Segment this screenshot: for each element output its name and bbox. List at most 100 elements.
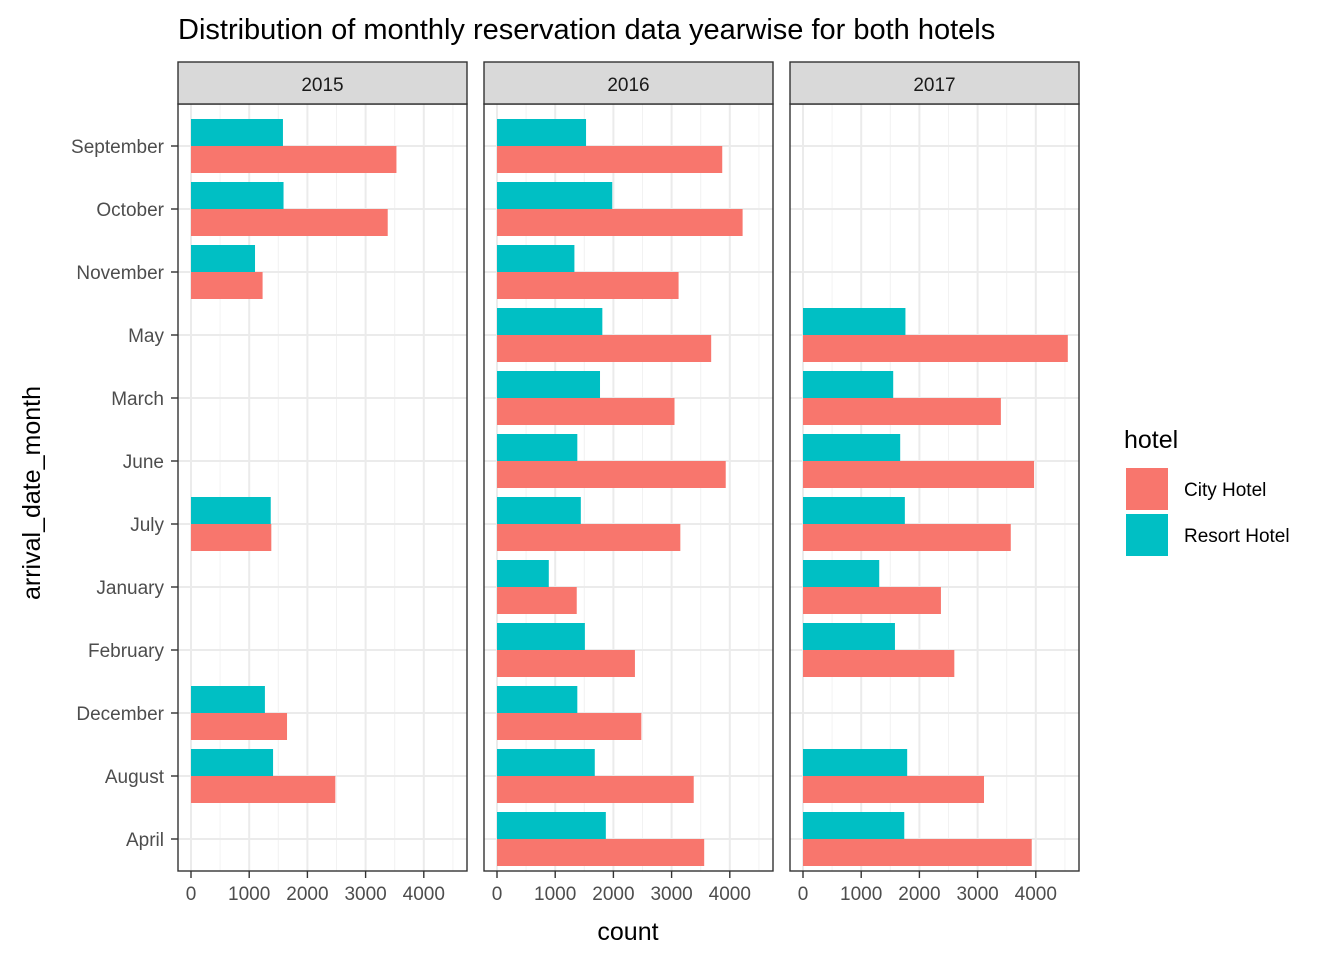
y-tick-label-june: June — [123, 452, 164, 473]
facet-strip — [789, 61, 1080, 105]
legend-label: City Hotel — [1184, 480, 1266, 501]
bar-city-hotel-november — [497, 272, 679, 299]
bar-resort-hotel-october — [191, 182, 284, 209]
bar-resort-hotel-september — [191, 119, 283, 146]
x-tick-label: 2000 — [286, 884, 328, 905]
bar-city-hotel-january — [803, 587, 941, 614]
bar-city-hotel-august — [803, 776, 985, 803]
bar-city-hotel-may — [497, 335, 712, 362]
facet-panels: 2015 0 1000 2000 3000 4000 2016 0 1000 2000 3000 40… — [177, 61, 1080, 905]
bar-city-hotel-june — [803, 461, 1035, 488]
bar-resort-hotel-march — [803, 371, 894, 398]
facet-strip — [483, 61, 774, 105]
bar-resort-hotel-september — [497, 119, 587, 146]
x-tick-label: 1000 — [840, 884, 882, 905]
bar-resort-hotel-january — [803, 560, 880, 587]
bar-city-hotel-march — [803, 398, 1001, 425]
x-axis-2017: 0 1000 2000 3000 4000 — [798, 871, 1057, 905]
bars — [803, 308, 1068, 866]
bars — [497, 119, 743, 866]
bar-resort-hotel-may — [497, 308, 603, 335]
bar-city-hotel-february — [497, 650, 635, 677]
x-tick-label: 4000 — [1015, 884, 1057, 905]
legend-key — [1126, 468, 1168, 510]
bar-resort-hotel-august — [191, 749, 274, 776]
x-tick-label: 3000 — [956, 884, 998, 905]
legend-key — [1126, 514, 1168, 556]
x-axis-title: count — [597, 918, 658, 946]
x-tick-label: 4000 — [403, 884, 445, 905]
bar-resort-hotel-october — [497, 182, 613, 209]
legend-label: Resort Hotel — [1184, 526, 1290, 547]
bar-city-hotel-november — [191, 272, 263, 299]
bar-resort-hotel-june — [497, 434, 578, 461]
bar-resort-hotel-july — [803, 497, 905, 524]
facet-strip-label: 2015 — [301, 75, 343, 96]
bar-resort-hotel-december — [497, 686, 578, 713]
legend-item-resort-hotel: Resort Hotel — [1126, 514, 1290, 556]
x-tick-label: 1000 — [534, 884, 576, 905]
bar-resort-hotel-april — [497, 812, 606, 839]
bar-city-hotel-september — [191, 146, 397, 173]
y-tick-label-january: January — [96, 578, 164, 599]
bar-resort-hotel-august — [497, 749, 595, 776]
bar-resort-hotel-december — [191, 686, 265, 713]
bar-resort-hotel-august — [803, 749, 908, 776]
y-tick-label-april: April — [126, 830, 164, 851]
x-axis-2016: 0 1000 2000 3000 4000 — [492, 871, 751, 905]
x-axis-2015: 0 1000 2000 3000 4000 — [186, 871, 445, 905]
x-tick-label: 0 — [186, 884, 197, 905]
bar-resort-hotel-february — [497, 623, 585, 650]
x-tick-label: 4000 — [709, 884, 751, 905]
bar-city-hotel-october — [191, 209, 388, 236]
x-tick-label: 1000 — [228, 884, 270, 905]
facet-panel-2015: 2015 0 1000 2000 3000 4000 — [177, 61, 468, 905]
bar-resort-hotel-february — [803, 623, 895, 650]
legend-title: hotel — [1124, 426, 1178, 454]
x-tick-label: 0 — [798, 884, 809, 905]
x-tick-label: 3000 — [650, 884, 692, 905]
bar-city-hotel-december — [191, 713, 288, 740]
bar-resort-hotel-may — [803, 308, 906, 335]
y-tick-label-december: December — [76, 704, 164, 725]
y-axis-title: arrival_date_month — [18, 386, 46, 600]
bar-city-hotel-march — [497, 398, 675, 425]
bar-resort-hotel-june — [803, 434, 901, 461]
bar-city-hotel-september — [497, 146, 723, 173]
bar-city-hotel-july — [803, 524, 1011, 551]
y-tick-label-october: October — [96, 200, 164, 221]
y-tick-label-july: July — [130, 515, 164, 536]
bar-city-hotel-august — [497, 776, 694, 803]
facet-strip-label: 2016 — [607, 75, 649, 96]
bar-city-hotel-august — [191, 776, 336, 803]
bar-city-hotel-april — [803, 839, 1032, 866]
y-tick-label-march: March — [111, 389, 164, 410]
facet-panel-2016: 2016 0 1000 2000 3000 4000 — [483, 61, 774, 905]
bar-resort-hotel-july — [497, 497, 581, 524]
bar-city-hotel-july — [191, 524, 272, 551]
x-tick-label: 3000 — [344, 884, 386, 905]
bar-resort-hotel-march — [497, 371, 601, 398]
bar-city-hotel-april — [497, 839, 705, 866]
y-tick-label-september: September — [71, 137, 165, 158]
x-tick-label: 2000 — [898, 884, 940, 905]
x-tick-label: 2000 — [592, 884, 634, 905]
bar-resort-hotel-april — [803, 812, 905, 839]
bars — [191, 119, 397, 803]
bar-resort-hotel-november — [497, 245, 575, 272]
bar-resort-hotel-january — [497, 560, 549, 587]
bar-city-hotel-july — [497, 524, 681, 551]
chart-title: Distribution of monthly reservation data… — [178, 14, 995, 46]
bar-city-hotel-february — [803, 650, 955, 677]
legend: hotel City Hotel Resort Hotel — [1124, 426, 1290, 556]
legend-item-city-hotel: City Hotel — [1126, 468, 1266, 510]
facet-panel-2017: 2017 0 1000 2000 3000 4000 — [789, 61, 1080, 905]
y-axis: September October November May March June July… — [71, 137, 178, 851]
x-tick-label: 0 — [492, 884, 503, 905]
y-tick-label-may: May — [128, 326, 164, 347]
bar-city-hotel-october — [497, 209, 743, 236]
bar-city-hotel-december — [497, 713, 642, 740]
y-tick-label-august: August — [105, 767, 165, 788]
bar-resort-hotel-november — [191, 245, 256, 272]
